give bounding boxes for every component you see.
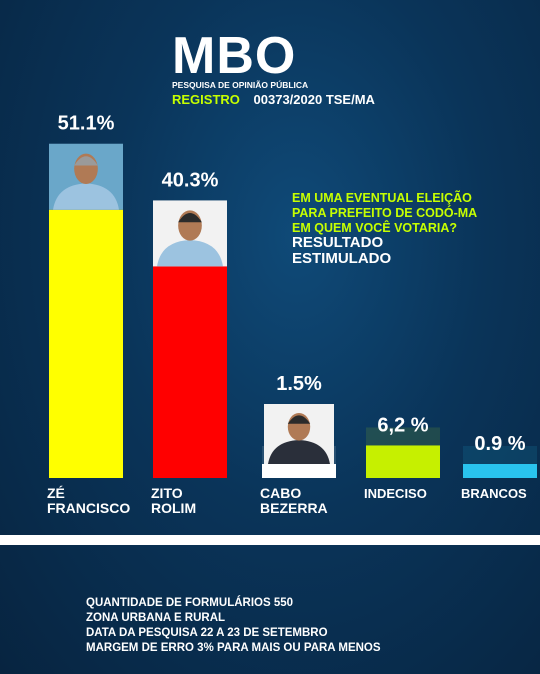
category-label: BRANCOS: [461, 486, 527, 501]
survey-question-line: PARA PREFEITO DE CODÓ-MA: [292, 206, 478, 220]
data-label: 40.3%: [162, 169, 219, 191]
category-label: INDECISO: [364, 486, 427, 501]
survey-info-line: ZONA URBANA E RURAL: [86, 612, 226, 624]
bar: [153, 266, 227, 478]
survey-question-line: EM UMA EVENTUAL ELEIÇÃO: [292, 191, 472, 205]
result-type-line: ESTIMULADO: [292, 250, 392, 267]
survey-info-line: QUANTIDADE DE FORMULÁRIOS 550: [86, 597, 294, 609]
candidate-photo-hair: [178, 212, 202, 223]
bar: [49, 209, 123, 478]
survey-info-line: DATA DA PESQUISA 22 A 23 DE SETEMBRO: [86, 627, 328, 639]
survey-info: QUANTIDADE DE FORMULÁRIOS 550 ZONA URBAN…: [86, 596, 381, 656]
data-label: 51.1%: [58, 113, 115, 135]
candidate-photo-torso: [157, 240, 223, 267]
brand: MBO PESQUISA DE OPINIÃO PÚBLICA: [172, 30, 308, 90]
registration-label: REGISTRO: [172, 92, 240, 107]
category-label: ZÉ FRANCISCO: [47, 485, 130, 516]
result-type-line: RESULTADO: [292, 234, 384, 251]
data-label: 0.9 %: [474, 433, 525, 455]
bar: [366, 445, 440, 478]
candidate-photo-hair: [74, 156, 98, 166]
bar-glow: [366, 427, 440, 446]
brand-logo: MBO: [172, 27, 297, 85]
bar-chart: 51.1% ZÉ FRANCISCO 40.3% ZITO ROLIM 1.5% CABO BE…: [47, 113, 537, 516]
data-label: 1.5%: [276, 373, 322, 395]
brand-subtitle: PESQUISA DE OPINIÃO PÚBLICA: [172, 80, 309, 90]
candidate-photo-torso: [53, 183, 119, 210]
registration: REGISTRO 00373/2020 TSE/MA: [172, 92, 375, 107]
bar: [262, 464, 336, 478]
survey-question: EM UMA EVENTUAL ELEIÇÃO PARA PREFEITO DE…: [292, 191, 522, 236]
result-type: RESULTADO ESTIMULADO: [292, 235, 492, 267]
category-label: CABO BEZERRA: [260, 485, 328, 516]
survey-question-line: EM QUEM VOCÊ VOTARIA?: [292, 221, 458, 235]
candidate-photo-torso: [268, 440, 330, 464]
registration-value: 00373/2020 TSE/MA: [253, 92, 375, 107]
bar: [463, 464, 537, 478]
bar-glow: [463, 446, 537, 464]
category-label: ZITO ROLIM: [151, 485, 196, 516]
survey-info-line: MARGEM DE ERRO 3% PARA MAIS OU PARA MENO…: [86, 642, 381, 654]
data-label: 6,2 %: [377, 414, 428, 436]
candidate-photo-hair: [287, 415, 311, 424]
divider-band: [0, 535, 540, 545]
